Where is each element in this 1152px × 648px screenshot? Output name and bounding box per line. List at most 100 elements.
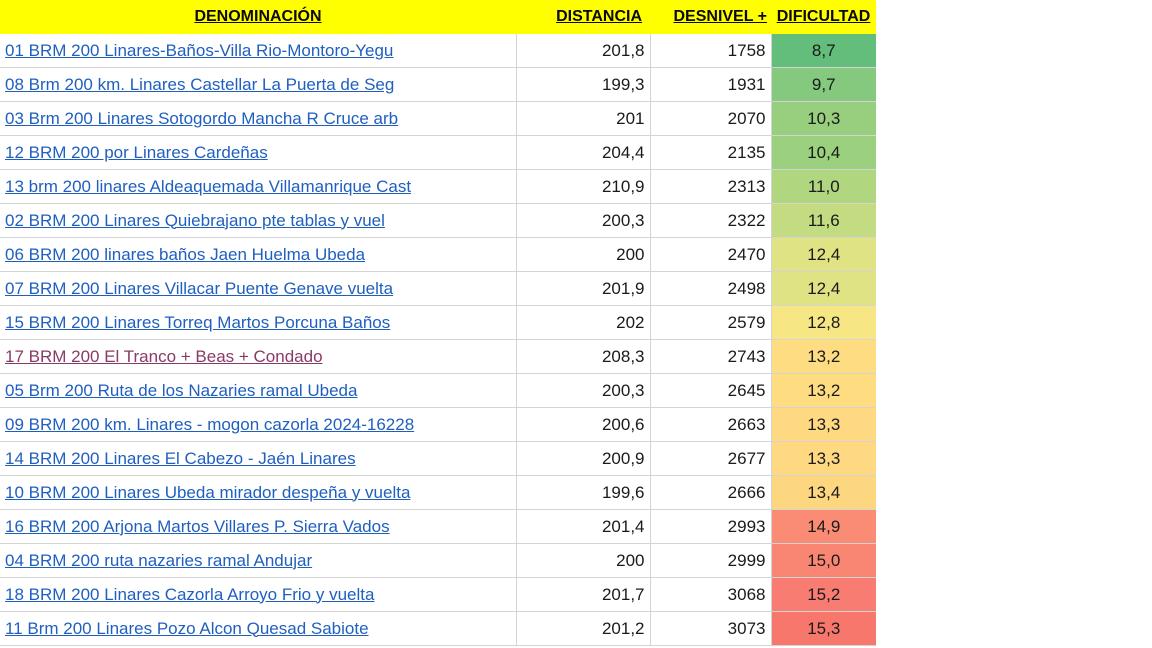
route-name-cell: 03 Brm 200 Linares Sotogordo Mancha R Cr… (0, 101, 517, 136)
difficulty-cell: 15,2 (771, 577, 876, 612)
table-row: 10 BRM 200 Linares Ubeda mirador despeña… (0, 475, 876, 510)
route-link[interactable]: 15 BRM 200 Linares Torreq Martos Porcuna… (5, 312, 391, 332)
elevation-cell: 2498 (650, 271, 772, 306)
table-row: 06 BRM 200 linares baños Jaen Huelma Ube… (0, 237, 876, 272)
distance-cell: 199,6 (516, 475, 651, 510)
route-name-cell: 13 brm 200 linares Aldeaquemada Villaman… (0, 169, 517, 204)
difficulty-cell: 12,4 (771, 271, 876, 306)
table-row: 16 BRM 200 Arjona Martos Villares P. Sie… (0, 509, 876, 544)
difficulty-cell: 13,2 (771, 339, 876, 374)
difficulty-cell: 13,4 (771, 475, 876, 510)
difficulty-cell: 11,0 (771, 169, 876, 204)
route-name-cell: 04 BRM 200 ruta nazaries ramal Andujar (0, 543, 517, 578)
difficulty-cell: 10,3 (771, 101, 876, 136)
distance-cell: 200 (516, 237, 651, 272)
elevation-cell: 2135 (650, 135, 772, 170)
route-name-cell: 09 BRM 200 km. Linares - mogon cazorla 2… (0, 407, 517, 442)
route-name-cell: 02 BRM 200 Linares Quiebrajano pte tabla… (0, 203, 517, 238)
table-row: 18 BRM 200 Linares Cazorla Arroyo Frio y… (0, 577, 876, 612)
route-link[interactable]: 09 BRM 200 km. Linares - mogon cazorla 2… (5, 414, 415, 434)
table-row: 03 Brm 200 Linares Sotogordo Mancha R Cr… (0, 101, 876, 136)
table-row: 11 Brm 200 Linares Pozo Alcon Quesad Sab… (0, 611, 876, 646)
distance-cell: 208,3 (516, 339, 651, 374)
table-row: 13 brm 200 linares Aldeaquemada Villaman… (0, 169, 876, 204)
route-link[interactable]: 04 BRM 200 ruta nazaries ramal Andujar (5, 550, 313, 570)
route-name-cell: 01 BRM 200 Linares-Baños-Villa Rio-Monto… (0, 34, 517, 68)
route-name-cell: 15 BRM 200 Linares Torreq Martos Porcuna… (0, 305, 517, 340)
header-denominacion[interactable]: DENOMINACIÓN (0, 0, 516, 34)
route-name-cell: 14 BRM 200 Linares El Cabezo - Jaén Lina… (0, 441, 517, 476)
route-link[interactable]: 03 Brm 200 Linares Sotogordo Mancha R Cr… (5, 108, 399, 128)
difficulty-cell: 11,6 (771, 203, 876, 238)
route-name-cell: 11 Brm 200 Linares Pozo Alcon Quesad Sab… (0, 611, 517, 646)
distance-cell: 201,2 (516, 611, 651, 646)
table-row: 04 BRM 200 ruta nazaries ramal Andujar 20… (0, 543, 876, 578)
difficulty-cell: 10,4 (771, 135, 876, 170)
elevation-cell: 2999 (650, 543, 772, 578)
route-link[interactable]: 17 BRM 200 El Tranco + Beas + Condado (5, 346, 323, 366)
route-link[interactable]: 14 BRM 200 Linares El Cabezo - Jaén Lina… (5, 448, 356, 468)
route-link[interactable]: 07 BRM 200 Linares Villacar Puente Genav… (5, 278, 394, 298)
route-name-cell: 12 BRM 200 por Linares Cardeñas (0, 135, 517, 170)
difficulty-cell: 9,7 (771, 67, 876, 102)
distance-cell: 200,6 (516, 407, 651, 442)
elevation-cell: 2743 (650, 339, 772, 374)
distance-cell: 201,9 (516, 271, 651, 306)
table-row: 08 Brm 200 km. Linares Castellar La Puer… (0, 67, 876, 102)
distance-cell: 210,9 (516, 169, 651, 204)
header-distancia[interactable]: DISTANCIA (516, 0, 650, 34)
route-name-cell: 07 BRM 200 Linares Villacar Puente Genav… (0, 271, 517, 306)
difficulty-cell: 15,0 (771, 543, 876, 578)
route-link[interactable]: 11 Brm 200 Linares Pozo Alcon Quesad Sab… (5, 618, 369, 638)
difficulty-cell: 13,3 (771, 441, 876, 476)
distance-cell: 200 (516, 543, 651, 578)
distance-cell: 202 (516, 305, 651, 340)
difficulty-cell: 14,9 (771, 509, 876, 544)
route-link[interactable]: 02 BRM 200 Linares Quiebrajano pte tabla… (5, 210, 385, 230)
route-name-cell: 08 Brm 200 km. Linares Castellar La Puer… (0, 67, 517, 102)
distance-cell: 200,9 (516, 441, 651, 476)
route-link[interactable]: 06 BRM 200 linares baños Jaen Huelma Ube… (5, 244, 366, 264)
route-name-cell: 10 BRM 200 Linares Ubeda mirador despeña… (0, 475, 517, 510)
spreadsheet: DENOMINACIÓN DISTANCIA DESNIVEL + DIFICU… (0, 0, 876, 646)
distance-cell: 204,4 (516, 135, 651, 170)
difficulty-cell: 12,4 (771, 237, 876, 272)
elevation-cell: 2645 (650, 373, 772, 408)
table-row: 15 BRM 200 Linares Torreq Martos Porcuna… (0, 305, 876, 340)
distance-cell: 199,3 (516, 67, 651, 102)
route-name-cell: 05 Brm 200 Ruta de los Nazaries ramal Ub… (0, 373, 517, 408)
difficulty-cell: 15,3 (771, 611, 876, 646)
table-row: 07 BRM 200 Linares Villacar Puente Genav… (0, 271, 876, 306)
table-row: 01 BRM 200 Linares-Baños-Villa Rio-Monto… (0, 34, 876, 68)
elevation-cell: 2322 (650, 203, 772, 238)
elevation-cell: 2993 (650, 509, 772, 544)
elevation-cell: 2470 (650, 237, 772, 272)
elevation-cell: 1758 (650, 34, 772, 68)
distance-cell: 201 (516, 101, 651, 136)
route-link[interactable]: 18 BRM 200 Linares Cazorla Arroyo Frio y… (5, 584, 375, 604)
elevation-cell: 2313 (650, 169, 772, 204)
route-link[interactable]: 01 BRM 200 Linares-Baños-Villa Rio-Monto… (5, 40, 394, 60)
table-row: 12 BRM 200 por Linares Cardeñas 204,4 2135… (0, 135, 876, 170)
elevation-cell: 3068 (650, 577, 772, 612)
difficulty-cell: 13,3 (771, 407, 876, 442)
route-link[interactable]: 13 brm 200 linares Aldeaquemada Villaman… (5, 176, 412, 196)
difficulty-cell: 8,7 (771, 34, 876, 68)
elevation-cell: 1931 (650, 67, 772, 102)
route-name-cell: 06 BRM 200 linares baños Jaen Huelma Ube… (0, 237, 517, 272)
distance-cell: 201,4 (516, 509, 651, 544)
difficulty-cell: 12,8 (771, 305, 876, 340)
route-link[interactable]: 16 BRM 200 Arjona Martos Villares P. Sie… (5, 516, 390, 536)
table-row: 14 BRM 200 Linares El Cabezo - Jaén Lina… (0, 441, 876, 476)
route-name-cell: 17 BRM 200 El Tranco + Beas + Condado (0, 339, 517, 374)
route-link[interactable]: 12 BRM 200 por Linares Cardeñas (5, 142, 268, 162)
header-desnivel[interactable]: DESNIVEL + (650, 0, 771, 34)
route-link[interactable]: 10 BRM 200 Linares Ubeda mirador despeña… (5, 482, 411, 502)
route-link[interactable]: 05 Brm 200 Ruta de los Nazaries ramal Ub… (5, 380, 358, 400)
route-link[interactable]: 08 Brm 200 km. Linares Castellar La Puer… (5, 74, 395, 94)
route-name-cell: 18 BRM 200 Linares Cazorla Arroyo Frio y… (0, 577, 517, 612)
table-row: 09 BRM 200 km. Linares - mogon cazorla 2… (0, 407, 876, 442)
header-dificultad[interactable]: DIFICULTAD (771, 0, 876, 34)
table-row: 05 Brm 200 Ruta de los Nazaries ramal Ub… (0, 373, 876, 408)
difficulty-cell: 13,2 (771, 373, 876, 408)
